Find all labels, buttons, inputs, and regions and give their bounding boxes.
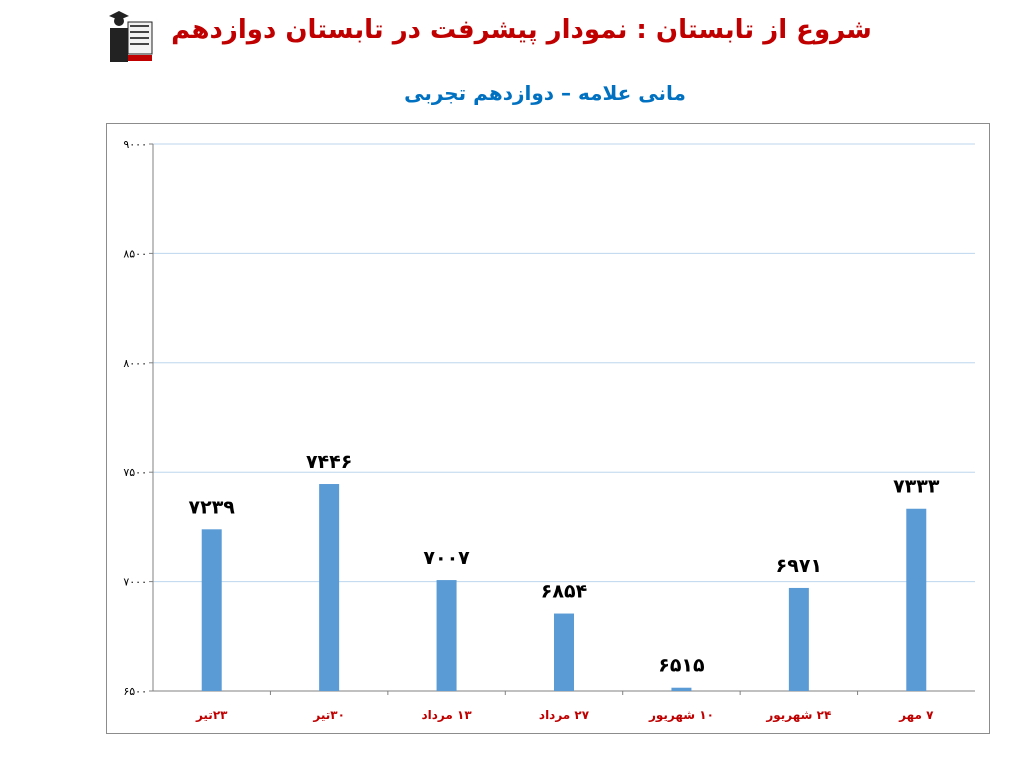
chart-area: ۶۵۰۰ ۷۰۰۰ ۷۵۰۰ ۸۰۰۰ ۸۵۰۰ ۹۰۰۰ ۷۲۳۹ ۲۳تیر ۷۴۴۶ ۳۰ت… bbox=[106, 123, 990, 734]
bar bbox=[436, 580, 457, 691]
bar bbox=[201, 529, 222, 691]
x-tick-label: ۷ مهر bbox=[898, 708, 934, 722]
bar-value-label: ۷۲۳۹ bbox=[189, 496, 236, 518]
page-title: شروع از تابستان : نمودار پیشرفت در تابست… bbox=[171, 15, 872, 45]
bar-chart: ۶۵۰۰ ۷۰۰۰ ۷۵۰۰ ۸۰۰۰ ۸۵۰۰ ۹۰۰۰ ۷۲۳۹ ۲۳تیر ۷۴۴۶ ۳۰ت… bbox=[123, 138, 975, 723]
y-tick-label: ۶۵۰۰ bbox=[123, 685, 147, 698]
y-tick-label: ۹۰۰۰ bbox=[123, 138, 147, 151]
x-tick-label: ۱۳ مرداد bbox=[421, 708, 472, 722]
y-tick-label: ۸۰۰۰ bbox=[123, 357, 147, 370]
x-tick-label: ۲۴ شهریور bbox=[765, 708, 831, 723]
bar bbox=[906, 508, 927, 691]
y-tick-label: ۸۵۰۰ bbox=[123, 247, 147, 260]
bar bbox=[319, 484, 340, 691]
x-tick-label: ۲۳تیر bbox=[195, 708, 228, 722]
x-tick-label: ۱۰ شهریور bbox=[648, 708, 714, 723]
y-tick-label: ۷۰۰۰ bbox=[123, 576, 147, 589]
bar-value-label: ۶۹۷۱ bbox=[776, 555, 822, 577]
bar-value-label: ۷۰۰۷ bbox=[423, 547, 470, 569]
x-tick-label: ۳۰تیر bbox=[312, 708, 345, 722]
bar-value-label: ۶۸۵۴ bbox=[541, 581, 587, 603]
bar-value-label: ۷۳۳۳ bbox=[893, 476, 940, 498]
bar-value-label: ۷۴۴۶ bbox=[306, 451, 352, 473]
bar bbox=[671, 687, 692, 691]
bar bbox=[788, 587, 809, 691]
x-tick-label: ۲۷ مرداد bbox=[539, 708, 590, 722]
bar bbox=[554, 613, 574, 691]
y-tick-label: ۷۵۰۰ bbox=[123, 466, 147, 479]
page-subtitle: مانی علامه – دوازدهم تجربی bbox=[404, 81, 686, 105]
bar-value-label: ۶۵۱۵ bbox=[658, 655, 705, 677]
kanoon-logo bbox=[106, 8, 156, 64]
graduate-logo-icon bbox=[109, 11, 153, 62]
